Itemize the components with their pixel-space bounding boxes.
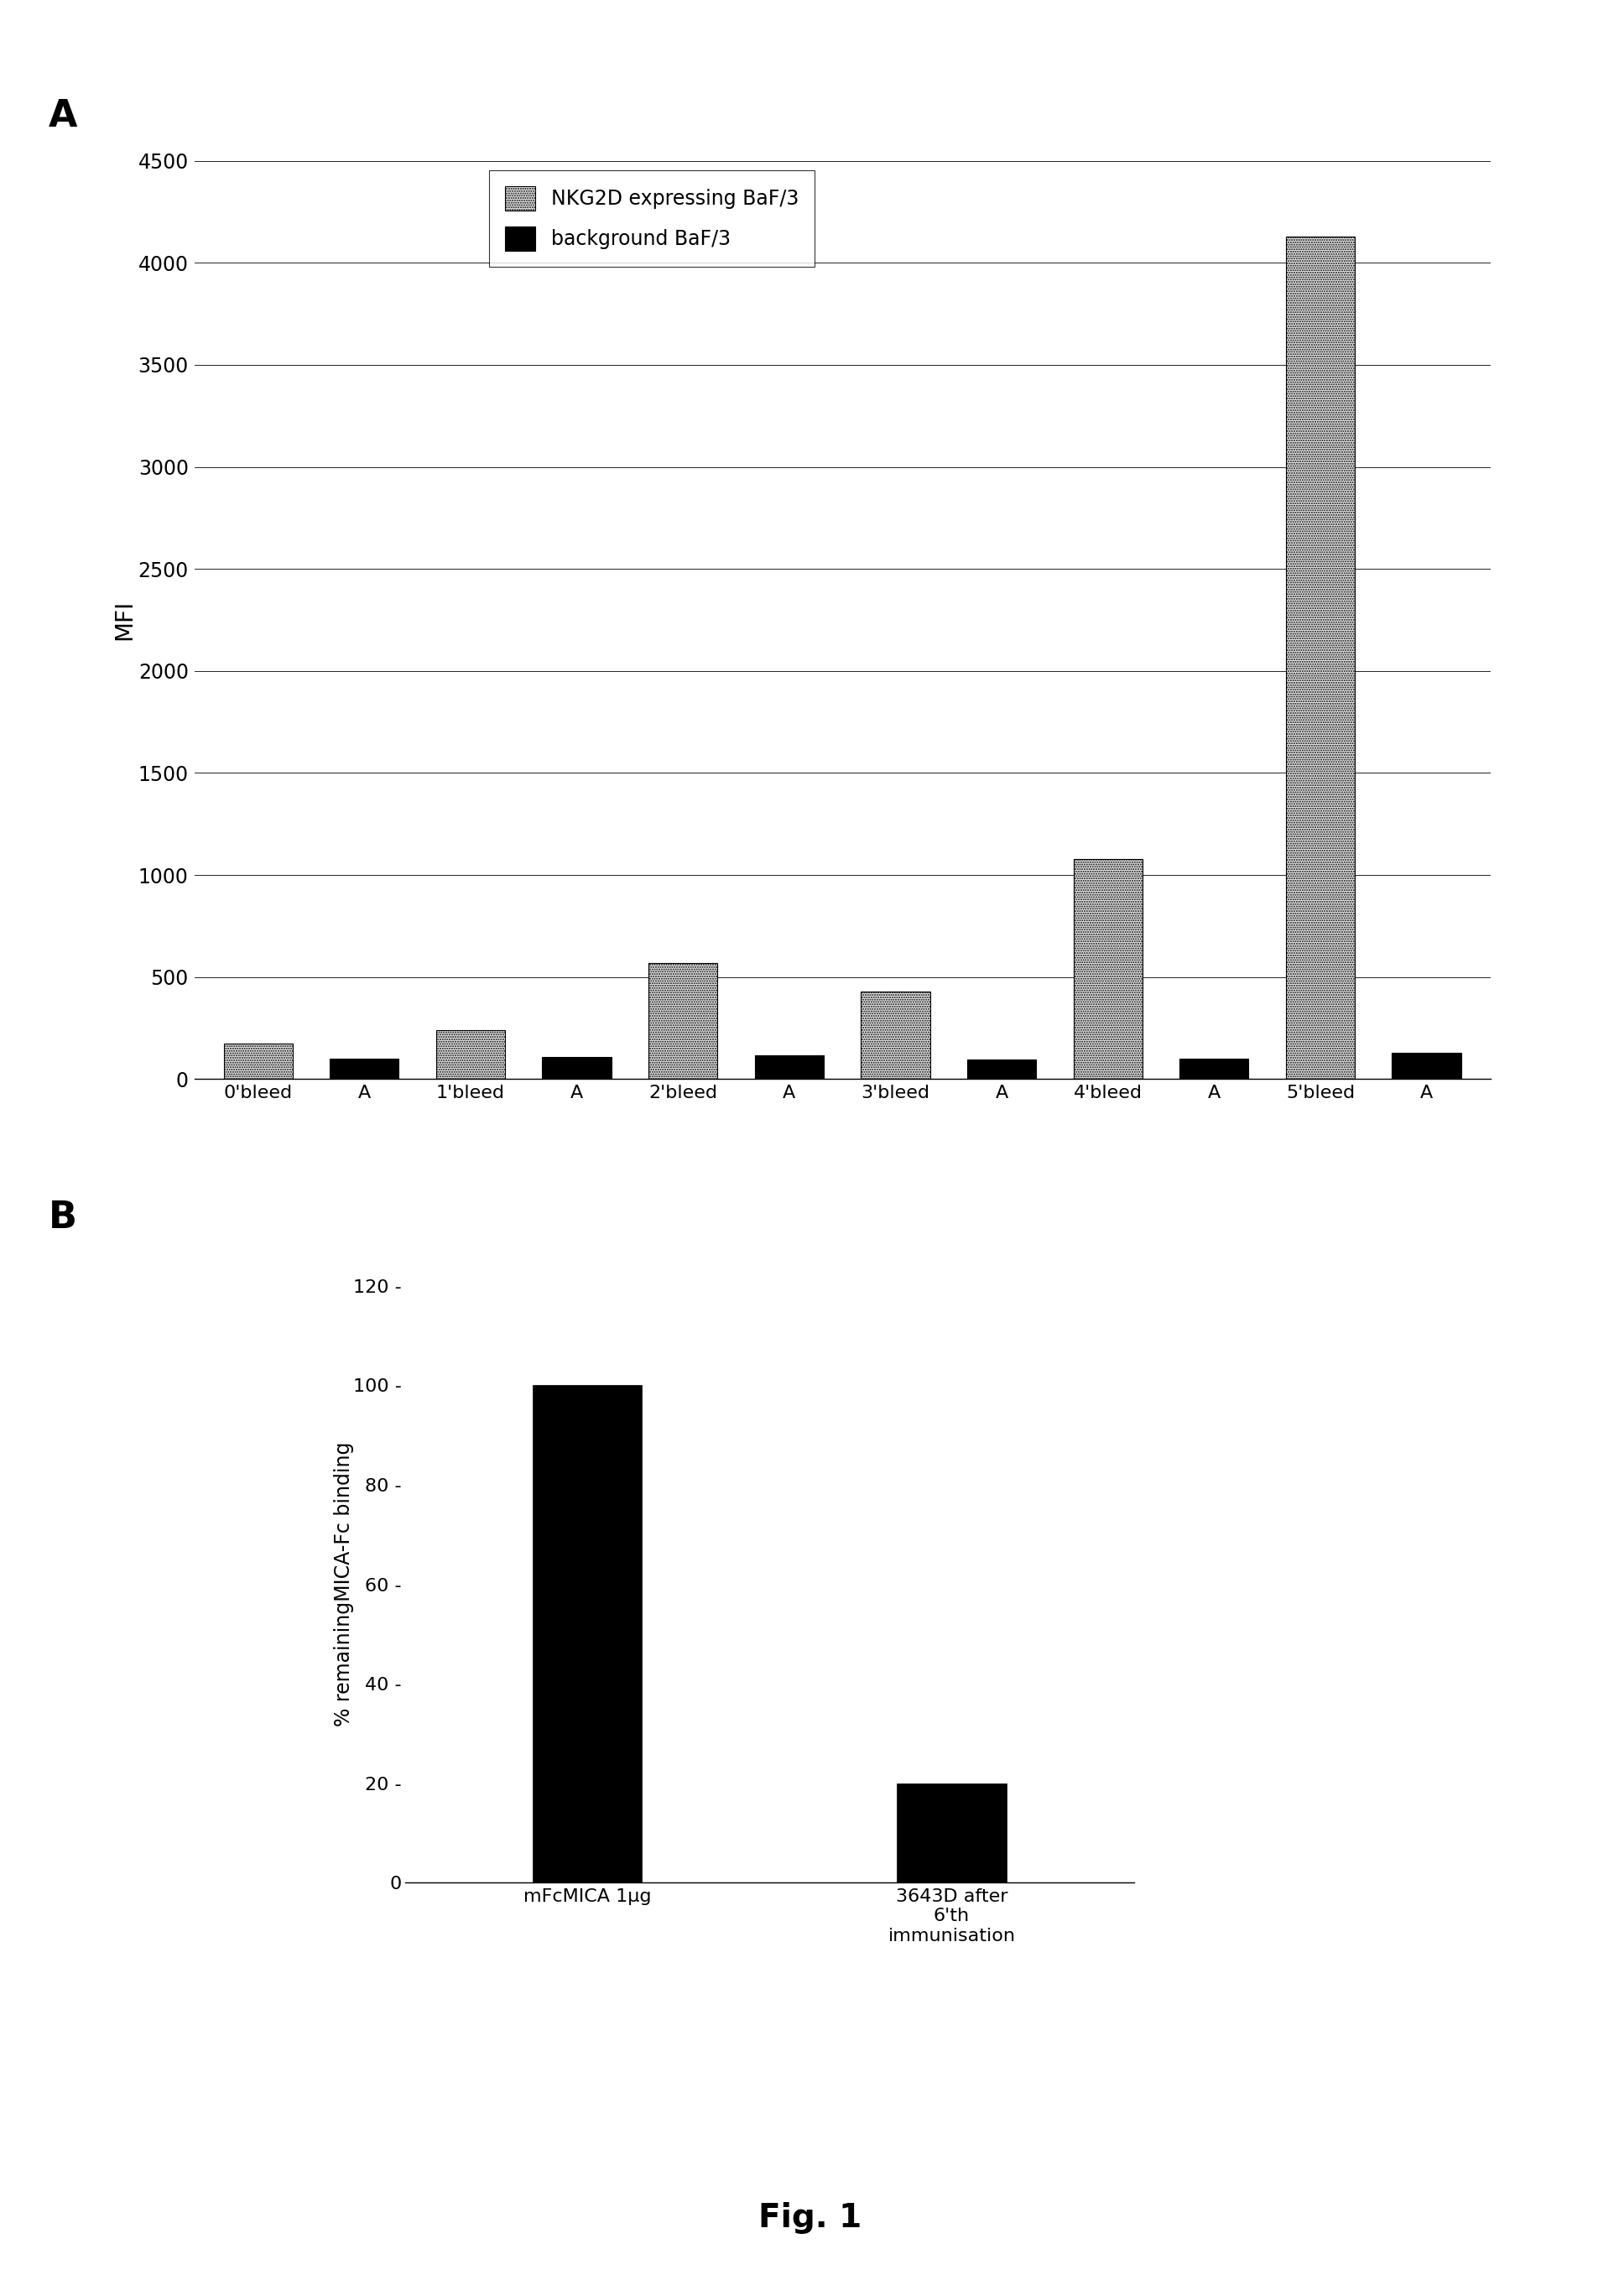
Bar xyxy=(860,992,929,1079)
Legend: NKG2D expressing BaF/3, background BaF/3: NKG2D expressing BaF/3, background BaF/3 xyxy=(489,170,814,266)
Bar xyxy=(1179,1058,1248,1079)
Bar xyxy=(223,1042,293,1079)
Bar xyxy=(1391,1052,1460,1079)
Bar xyxy=(1073,859,1141,1079)
Y-axis label: MFI: MFI xyxy=(112,599,136,641)
Bar xyxy=(754,1056,824,1079)
Text: Fig. 1: Fig. 1 xyxy=(758,2202,861,2234)
Bar xyxy=(330,1058,398,1079)
Bar xyxy=(967,1061,1036,1079)
Bar xyxy=(648,962,717,1079)
Bar xyxy=(533,1384,641,1883)
Y-axis label: % remainingMICA-Fc binding: % remainingMICA-Fc binding xyxy=(334,1442,353,1727)
Text: A: A xyxy=(49,99,78,133)
Bar xyxy=(542,1056,610,1079)
Bar xyxy=(1285,236,1353,1079)
Bar xyxy=(436,1031,505,1079)
Text: B: B xyxy=(49,1201,78,1235)
Bar xyxy=(897,1784,1005,1883)
